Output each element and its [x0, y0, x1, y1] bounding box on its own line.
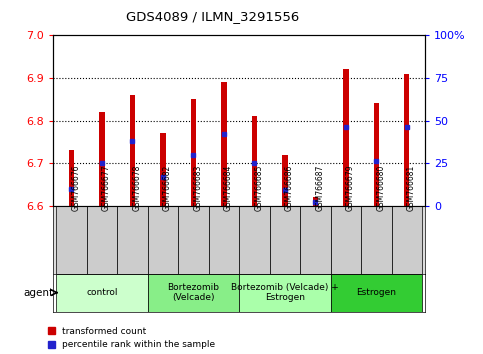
FancyBboxPatch shape	[86, 206, 117, 274]
Bar	[373, 103, 379, 206]
FancyBboxPatch shape	[270, 206, 300, 274]
FancyBboxPatch shape	[178, 206, 209, 274]
FancyBboxPatch shape	[239, 274, 330, 312]
FancyBboxPatch shape	[330, 206, 361, 274]
Bar	[252, 116, 257, 206]
Bar	[221, 82, 227, 206]
FancyBboxPatch shape	[392, 206, 422, 274]
FancyBboxPatch shape	[330, 274, 422, 312]
Bar	[160, 133, 166, 206]
Text: Estrogen: Estrogen	[356, 288, 396, 297]
Text: Bortezomib
(Velcade): Bortezomib (Velcade)	[167, 283, 219, 302]
Legend: transformed count, percentile rank within the sample: transformed count, percentile rank withi…	[48, 327, 215, 349]
Bar	[129, 95, 135, 206]
FancyBboxPatch shape	[148, 206, 178, 274]
FancyBboxPatch shape	[148, 274, 239, 312]
Bar	[99, 112, 105, 206]
Text: GSM766685: GSM766685	[255, 165, 263, 211]
Bar	[191, 99, 196, 206]
Text: GSM766686: GSM766686	[285, 165, 294, 211]
FancyBboxPatch shape	[56, 274, 148, 312]
Text: GSM766683: GSM766683	[193, 165, 202, 211]
Text: GSM766680: GSM766680	[376, 165, 385, 211]
Text: GDS4089 / ILMN_3291556: GDS4089 / ILMN_3291556	[126, 10, 299, 23]
FancyBboxPatch shape	[361, 206, 392, 274]
FancyBboxPatch shape	[209, 206, 239, 274]
Bar	[282, 155, 287, 206]
FancyBboxPatch shape	[117, 206, 148, 274]
Bar	[343, 69, 349, 206]
Text: Bortezomib (Velcade) +
Estrogen: Bortezomib (Velcade) + Estrogen	[231, 283, 339, 302]
Text: GSM766687: GSM766687	[315, 165, 324, 211]
Text: GSM766677: GSM766677	[102, 165, 111, 211]
Text: GSM766679: GSM766679	[346, 165, 355, 211]
Text: GSM766676: GSM766676	[71, 165, 81, 211]
Bar	[69, 150, 74, 206]
FancyBboxPatch shape	[239, 206, 270, 274]
Bar	[404, 74, 410, 206]
Text: GSM766678: GSM766678	[132, 165, 142, 211]
Text: agent: agent	[24, 287, 54, 298]
FancyBboxPatch shape	[300, 206, 330, 274]
Text: GSM766681: GSM766681	[407, 165, 416, 211]
Bar	[313, 197, 318, 206]
Text: GSM766684: GSM766684	[224, 165, 233, 211]
FancyBboxPatch shape	[56, 206, 86, 274]
Text: GSM766682: GSM766682	[163, 165, 172, 211]
Text: control: control	[86, 288, 118, 297]
